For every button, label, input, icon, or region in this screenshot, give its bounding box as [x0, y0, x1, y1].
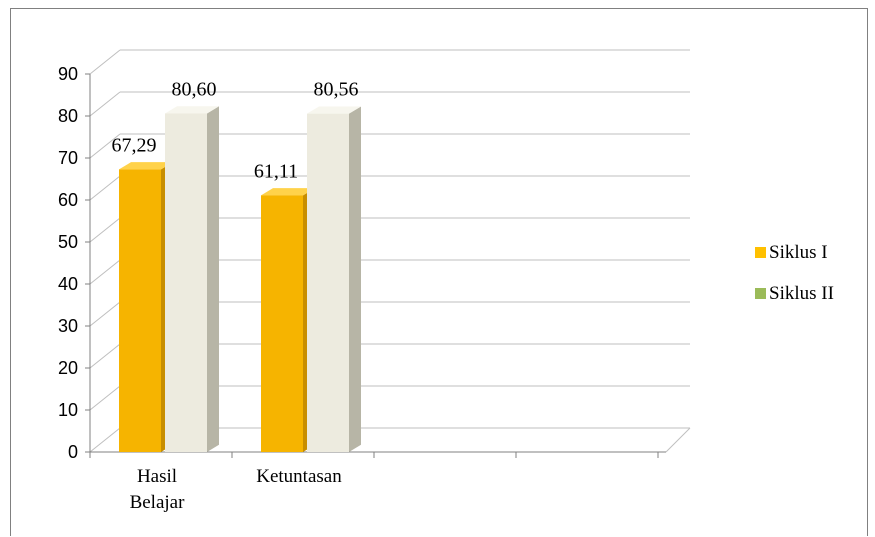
- y-tick-label: 70: [58, 148, 78, 168]
- gridline-depth: [89, 49, 121, 75]
- y-tick-label: 80: [58, 106, 78, 126]
- gridline-depth: [89, 301, 121, 327]
- gridline-depth: [89, 343, 121, 369]
- bar-top: [261, 188, 315, 196]
- x-tick-label: Belajar: [130, 492, 186, 513]
- bar-side: [349, 106, 361, 452]
- gridline-depth: [89, 259, 121, 285]
- gridline-depth: [89, 175, 121, 201]
- y-tick-label: 30: [58, 316, 78, 336]
- bar-top: [119, 162, 173, 170]
- bar-top: [307, 106, 361, 114]
- gridline-depth: [89, 133, 121, 159]
- data-label: 61,11: [254, 160, 298, 182]
- data-label: 80,56: [314, 79, 359, 101]
- legend-label: Siklus II: [769, 283, 834, 304]
- bars: [119, 106, 361, 452]
- gridline-depth: [89, 91, 121, 117]
- data-labels: 67,29 80,60 61,11 80,56: [112, 78, 359, 182]
- bar-siklus-i: [119, 169, 161, 452]
- legend-swatch: [755, 288, 766, 299]
- bar-siklus-i: [261, 195, 303, 452]
- axes: 0 10 20 30 40 50 60 70 80 90 Hasil Belajar Ketuntasa…: [58, 64, 666, 513]
- chart-frame: [10, 8, 868, 536]
- floor-edge: [665, 427, 691, 453]
- y-tick-label: 0: [68, 442, 78, 462]
- bar-siklus-ii: [307, 113, 349, 452]
- gridline-depth: [89, 217, 121, 243]
- y-tick-label: 10: [58, 400, 78, 420]
- y-tick-label: 20: [58, 358, 78, 378]
- legend: Siklus I Siklus II: [755, 242, 834, 304]
- gridline-depth: [89, 385, 121, 411]
- bar-top: [165, 106, 219, 114]
- data-label: 67,29: [112, 134, 157, 156]
- x-tick-label: Hasil: [137, 466, 177, 487]
- x-tick-label: Ketuntasan: [256, 466, 342, 487]
- y-tick-label: 60: [58, 190, 78, 210]
- bar-side: [207, 106, 219, 452]
- bar-siklus-ii: [165, 113, 207, 452]
- data-label: 80,60: [172, 78, 217, 100]
- y-tick-label: 50: [58, 232, 78, 252]
- gridline-depth: [89, 427, 121, 453]
- y-tick-label: 90: [58, 64, 78, 84]
- y-tick-label: 40: [58, 274, 78, 294]
- legend-label: Siklus I: [769, 242, 828, 263]
- legend-swatch: [755, 247, 766, 258]
